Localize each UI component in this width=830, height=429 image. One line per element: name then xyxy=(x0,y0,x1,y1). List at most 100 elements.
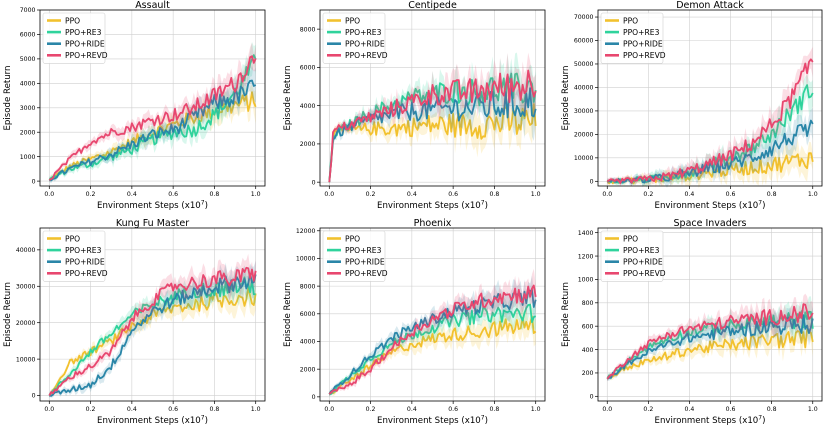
legend-label: PPO+RIDE xyxy=(623,258,663,267)
series-line-ppo-revd xyxy=(328,284,537,395)
x-tick-label: 0.8 xyxy=(767,406,777,413)
series-line-ppo-ride xyxy=(606,314,814,380)
y-axis-label: Episode Return xyxy=(3,282,13,347)
band-ppo xyxy=(49,277,256,398)
y-tick-label: 70000 xyxy=(574,14,594,21)
band-ppo-ride xyxy=(329,275,536,397)
x-tick-label: 0.6 xyxy=(726,406,736,413)
panel-title: Centipede xyxy=(408,0,457,11)
plot-frame xyxy=(597,227,823,402)
panel-phoenix: 0.0 0.2 0.4 0.6 0.8 1.0 0 2000 4000 6000 8000 10000… xyxy=(283,218,546,426)
legend-label: PPO xyxy=(345,234,360,243)
series-line-ppo-ride xyxy=(49,272,257,397)
band-ppo-re3 xyxy=(329,290,536,397)
panel-assault: 0.0 0.2 0.4 0.6 0.8 1.0 0 1000 2000 3000 4000 5000 6… xyxy=(3,0,266,212)
x-tick-label: 0.2 xyxy=(86,191,96,198)
x-tick-label: 0.0 xyxy=(44,191,54,198)
y-tick-label: 4000 xyxy=(300,103,316,110)
x-axis-label: Environment Steps (x107) xyxy=(97,200,208,212)
legend-label: PPO+REVD xyxy=(345,269,388,278)
y-tick-label: 10000 xyxy=(16,356,36,363)
y-tick-label: 200 xyxy=(582,370,594,377)
y-tick-label: 0 xyxy=(312,179,316,186)
y-tick-label: 2000 xyxy=(20,129,36,136)
y-tick-label: 1200 xyxy=(578,253,594,260)
x-tick-label: 0.0 xyxy=(602,191,612,198)
series-line-ppo-revd xyxy=(48,266,257,396)
band-ppo-revd xyxy=(329,52,536,185)
y-tick-label: 4000 xyxy=(20,81,36,88)
legend-label: PPO xyxy=(345,16,360,25)
x-axis-label: Environment Steps (x107) xyxy=(377,200,488,212)
x-tick-label: 0.8 xyxy=(767,191,777,198)
legend-label: PPO+RE3 xyxy=(623,246,660,255)
x-tick-label: 0.4 xyxy=(127,406,137,413)
y-tick-label: 6000 xyxy=(300,65,316,72)
series-line-ppo-re3 xyxy=(48,276,256,396)
x-tick-label: 0.4 xyxy=(127,191,137,198)
panel-demon-attack: 0.0 0.2 0.4 0.6 0.8 1.0 0 10000 20000 30000 40000 5… xyxy=(561,0,823,211)
legend-label: PPO+RIDE xyxy=(65,40,105,49)
y-tick-label: 40000 xyxy=(574,85,594,92)
x-tick-label: 0.8 xyxy=(490,191,500,198)
plot-frame xyxy=(39,227,266,402)
legend-label: PPO+REVD xyxy=(623,51,666,60)
y-tick-label: 30000 xyxy=(574,108,594,115)
legend-label: PPO+REVD xyxy=(623,269,666,278)
panel-centipede: 0.0 0.2 0.4 0.6 0.8 1.0 0 2000 4000 6000 8000 Centi… xyxy=(283,0,546,212)
band-ppo-ride xyxy=(49,65,256,184)
legend: PPO PPO+RE3 PPO+RIDE PPO+REVD xyxy=(600,12,666,64)
y-axis-label: Episode Return xyxy=(283,66,293,131)
legend-label: PPO+RIDE xyxy=(345,40,385,49)
y-axis-label: Episode Return xyxy=(561,282,571,347)
y-tick-label: 10000 xyxy=(296,256,316,263)
y-tick-label: 4000 xyxy=(300,339,316,346)
legend-label: PPO+REVD xyxy=(345,51,388,60)
band-ppo-ride xyxy=(607,301,813,381)
x-tick-label: 0.2 xyxy=(86,406,96,413)
y-tick-label: 8000 xyxy=(300,283,316,290)
y-tick-label: 2000 xyxy=(300,366,316,373)
x-tick-label: 1.0 xyxy=(531,406,541,413)
y-tick-label: 600 xyxy=(582,323,594,330)
legend-label: PPO+RE3 xyxy=(65,28,102,37)
x-tick-label: 1.0 xyxy=(251,191,261,198)
y-tick-label: 0 xyxy=(312,394,316,401)
y-tick-label: 0 xyxy=(590,394,594,401)
x-tick-label: 0.4 xyxy=(407,191,417,198)
x-tick-label: 0.8 xyxy=(210,406,220,413)
legend-label: PPO+RIDE xyxy=(65,258,105,267)
series-line-ppo xyxy=(606,328,814,380)
x-tick-label: 0.2 xyxy=(366,191,376,198)
y-tick-label: 12000 xyxy=(296,228,316,235)
y-tick-label: 30000 xyxy=(16,283,36,290)
legend-box xyxy=(42,12,106,64)
series-line-ppo-revd xyxy=(606,58,814,185)
x-tick-label: 0.0 xyxy=(602,406,612,413)
legend: PPO PPO+RE3 PPO+RIDE PPO+REVD xyxy=(600,230,666,282)
y-tick-label: 60000 xyxy=(574,38,594,45)
series-line-ppo-revd xyxy=(328,69,537,183)
series-line-ppo-re3 xyxy=(329,303,537,395)
x-axis-label: Environment Steps (x107) xyxy=(97,415,208,427)
legend-label: PPO+RE3 xyxy=(345,28,382,37)
band-ppo-ride xyxy=(329,65,536,185)
panel-title: Space Invaders xyxy=(674,218,747,229)
y-tick-label: 3000 xyxy=(20,105,36,112)
y-tick-label: 0 xyxy=(590,179,594,186)
panel-space-invaders: 0.0 0.2 0.4 0.6 0.8 1.0 0 200 400 600 800 1000 1200 1… xyxy=(561,218,823,426)
y-tick-label: 40000 xyxy=(16,247,36,254)
y-tick-label: 20000 xyxy=(16,320,36,327)
y-tick-label: 20000 xyxy=(574,132,594,139)
panel-title: Demon Attack xyxy=(676,0,744,11)
x-tick-label: 0.4 xyxy=(685,406,695,413)
y-tick-label: 1000 xyxy=(578,277,594,284)
legend: PPO PPO+RE3 PPO+RIDE PPO+REVD xyxy=(322,230,388,282)
y-tick-label: 50000 xyxy=(574,61,594,68)
legend-label: PPO xyxy=(65,16,80,25)
legend-box xyxy=(600,230,664,282)
y-tick-label: 10000 xyxy=(574,155,594,162)
x-tick-label: 0.6 xyxy=(448,191,458,198)
y-axis-label: Episode Return xyxy=(3,66,13,131)
band-ppo-re3 xyxy=(329,52,536,186)
